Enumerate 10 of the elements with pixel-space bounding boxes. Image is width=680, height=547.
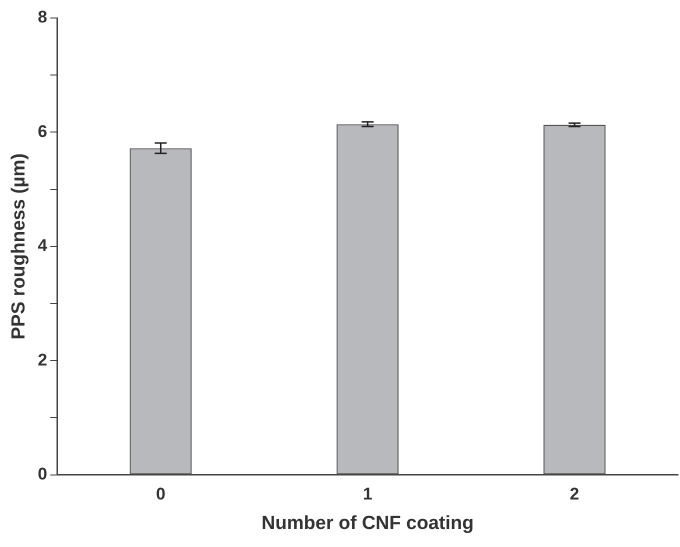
y-tick-label: 8 — [38, 8, 48, 27]
x-axis-title: Number of CNF coating — [262, 512, 474, 534]
y-tick-label: 2 — [38, 350, 48, 370]
x-tick-label: 0 — [156, 484, 166, 504]
y-tick-label: 0 — [38, 464, 48, 484]
x-tick-label: 1 — [362, 484, 372, 504]
y-tick-label: 6 — [38, 122, 48, 141]
y-tick-label: 4 — [38, 236, 48, 256]
y-axis-title: PPS roughness (µm) — [8, 153, 30, 340]
x-tick-label: 2 — [570, 484, 580, 504]
